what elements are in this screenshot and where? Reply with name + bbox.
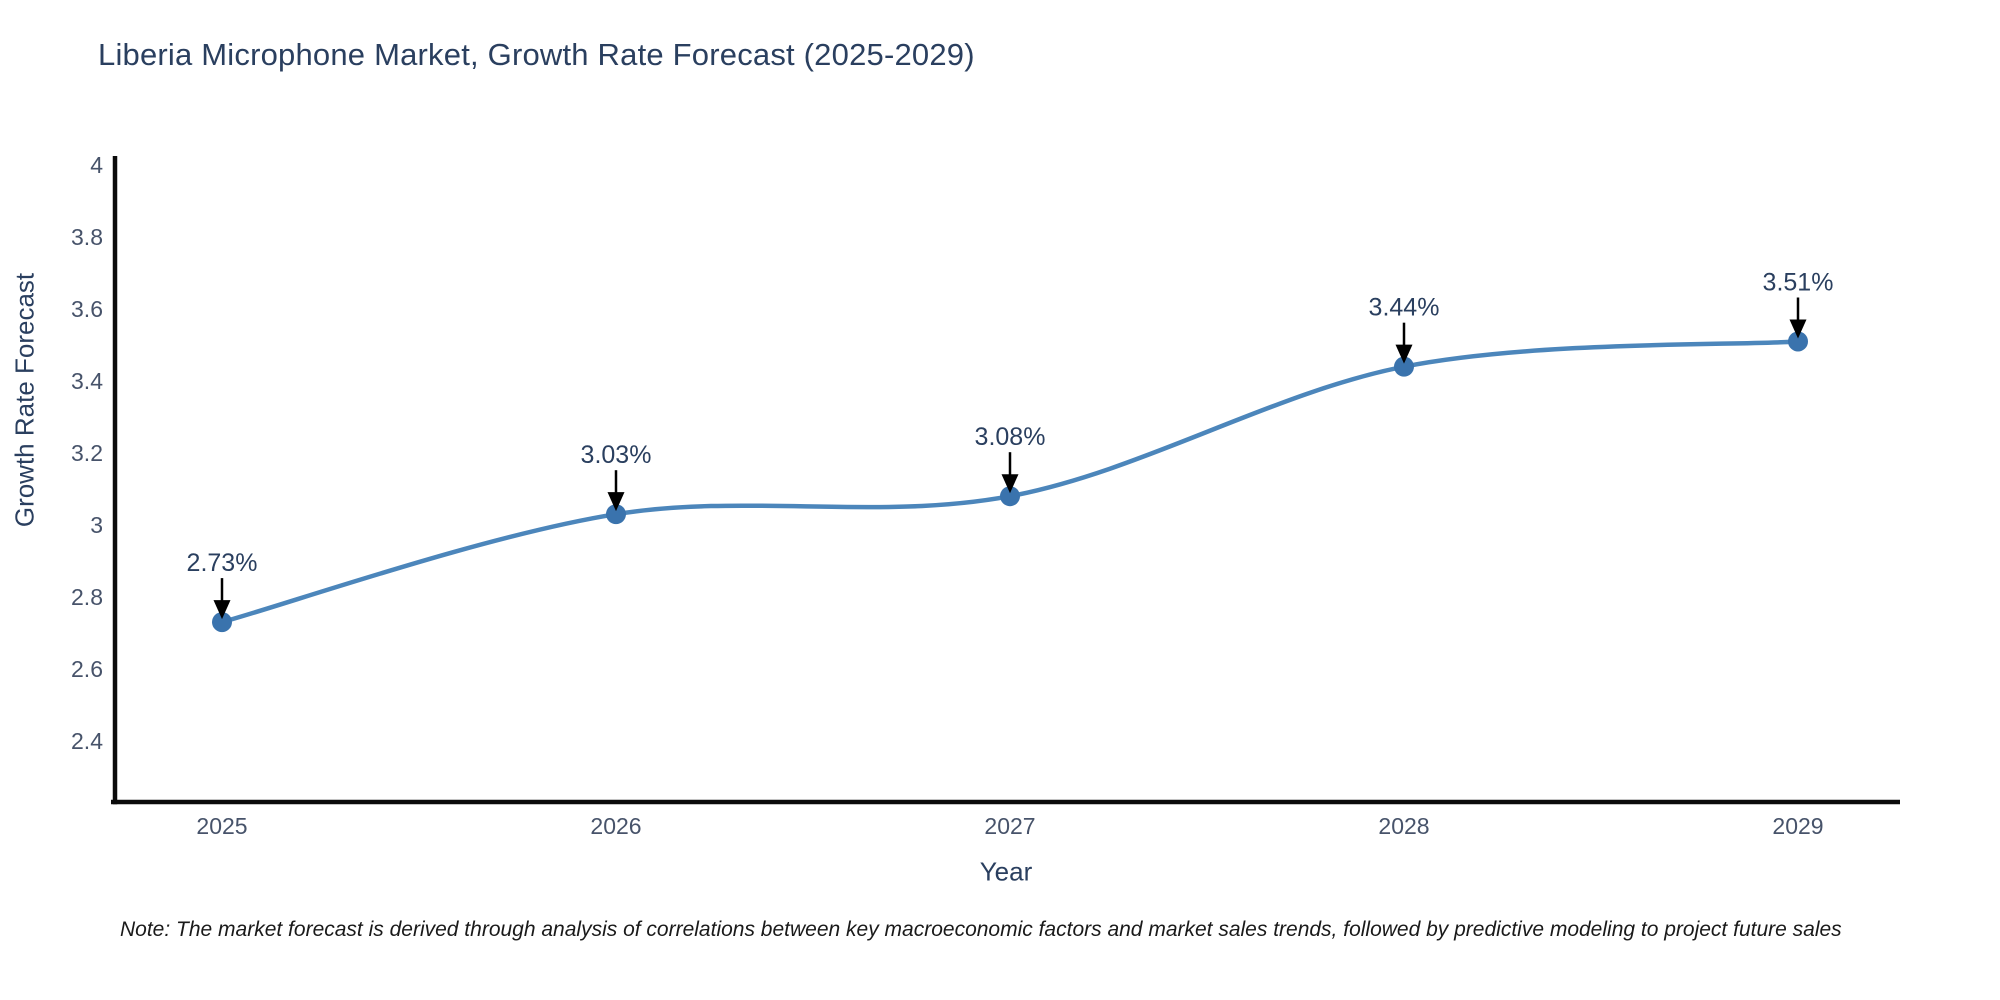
annotation-label: 2.73% — [187, 549, 258, 577]
annotation-label: 3.08% — [975, 423, 1046, 451]
y-tick-label: 4 — [90, 152, 103, 178]
x-tick-label: 2028 — [1378, 813, 1429, 839]
y-tick-label: 3 — [90, 512, 103, 538]
annotation-label: 3.03% — [581, 441, 652, 469]
annotation-arrow-head — [607, 492, 625, 512]
y-tick-label: 2.6 — [71, 656, 103, 682]
y-tick-label: 3.2 — [71, 440, 103, 466]
x-tick-label: 2029 — [1772, 813, 1823, 839]
chart-title: Liberia Microphone Market, Growth Rate F… — [98, 37, 975, 72]
annotation-arrow-head — [1001, 474, 1019, 494]
x-tick-label: 2025 — [196, 813, 247, 839]
x-tick-label: 2027 — [984, 813, 1035, 839]
x-axis-title: Year — [979, 856, 1033, 887]
y-tick-label: 3.4 — [71, 368, 103, 394]
annotation-arrow-head — [1395, 344, 1413, 364]
y-tick-label: 3.6 — [71, 296, 103, 322]
annotation-arrow-head — [213, 600, 231, 620]
y-tick-label: 3.8 — [71, 224, 103, 250]
data-point-marker — [606, 504, 626, 525]
y-tick-label: 2.4 — [71, 728, 103, 754]
data-point-marker — [1788, 331, 1808, 352]
data-point-marker — [1000, 486, 1020, 507]
annotation-label: 3.51% — [1763, 268, 1834, 296]
data-point-marker — [1394, 356, 1414, 377]
annotation-label: 3.44% — [1369, 294, 1440, 322]
annotation-arrow-head — [1789, 319, 1807, 339]
data-point-marker — [212, 612, 232, 633]
x-tick-label: 2026 — [590, 813, 641, 839]
y-tick-label: 2.8 — [71, 584, 103, 610]
chart-note: Note: The market forecast is derived thr… — [120, 918, 1842, 941]
